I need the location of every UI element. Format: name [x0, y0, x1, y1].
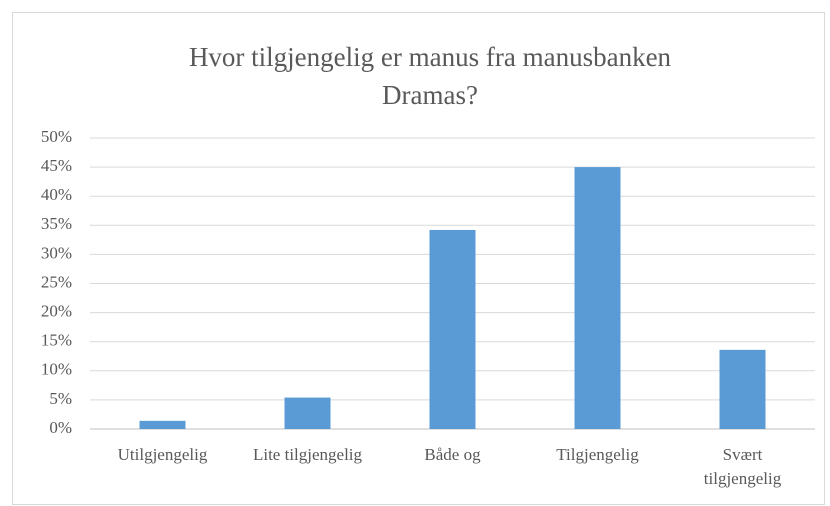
x-tick-label: Tilgjengelig: [556, 445, 639, 464]
y-tick-label: 40%: [41, 185, 72, 204]
y-tick-label: 5%: [49, 389, 72, 408]
bar: [574, 167, 621, 429]
y-tick-label: 45%: [41, 156, 72, 175]
y-tick-label: 50%: [41, 127, 72, 146]
x-tick-label: Svært tilgjengelig: [703, 445, 782, 488]
chart-title: Hvor tilgjengelig er manus fra manusbank…: [188, 42, 672, 110]
y-tick-label: 30%: [41, 243, 72, 262]
bar: [284, 397, 331, 429]
y-tick-label: 15%: [41, 331, 72, 350]
bar: [139, 420, 186, 429]
bar: [429, 229, 476, 429]
y-tick-label: 20%: [41, 302, 72, 321]
x-tick-label: Lite tilgjengelig: [252, 445, 363, 464]
bar: [719, 349, 766, 429]
x-tick-label: Både og: [424, 445, 481, 464]
y-tick-label: 0%: [49, 418, 72, 437]
x-tick-label: Utilgjengelig: [117, 445, 208, 464]
y-tick-label: 35%: [41, 214, 72, 233]
y-tick-label: 10%: [41, 360, 72, 379]
y-tick-label: 25%: [41, 272, 72, 291]
